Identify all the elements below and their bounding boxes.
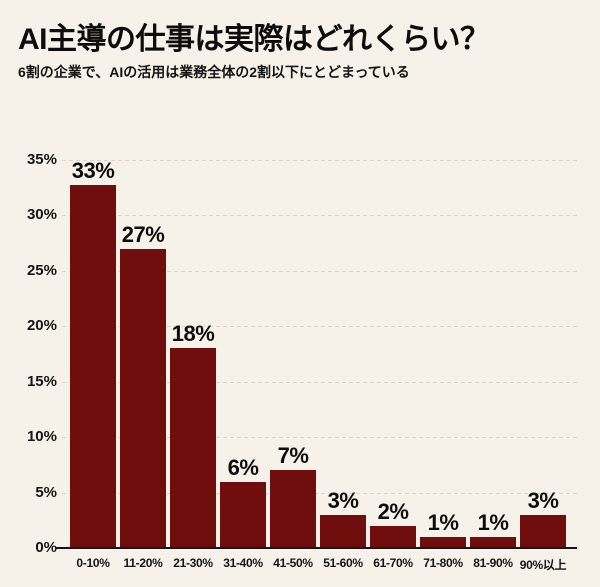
bar-value-label: 7% — [277, 443, 309, 469]
bar — [520, 514, 566, 548]
x-tick-label: 90%以上 — [519, 558, 567, 572]
bar — [420, 536, 466, 548]
bar-slot-31-40%: 6% 31-40% — [220, 160, 266, 570]
bar-value-label: 27% — [121, 221, 165, 247]
bar-slot-51-60%: 3% 51-60% — [320, 160, 366, 570]
gridline-35 — [62, 160, 577, 161]
bar-value-label: 3% — [327, 487, 359, 513]
x-tick-label: 81-90% — [473, 556, 513, 570]
x-tick-label: 41-50% — [273, 556, 313, 570]
bar — [470, 536, 516, 548]
bar — [120, 248, 166, 548]
bar-value-label: 1% — [427, 509, 459, 535]
x-tick-label: 71-80% — [423, 556, 463, 570]
bar-value-label: 18% — [171, 321, 215, 347]
x-tick-label: 11-20% — [123, 556, 163, 570]
bar — [370, 525, 416, 548]
y-tick-label-25%: 25% — [26, 261, 57, 279]
bar — [170, 348, 216, 548]
bar-slot-0-10%: 33% 0-10% — [70, 158, 116, 570]
y-tick-label-0%: 0% — [35, 539, 57, 556]
y-tick-label-30%: 30% — [26, 206, 57, 224]
page-title: AI主導の仕事は実際はどれくらい？ — [18, 23, 490, 56]
bar — [270, 470, 316, 548]
x-tick-label: 21-30% — [173, 556, 213, 570]
gridline-25 — [62, 270, 577, 272]
x-tick-label: 31-40% — [223, 556, 263, 570]
x-tick-label: 51-60% — [323, 556, 363, 570]
y-axis-labels: 0% 5% 10% 15% 20% 25% 30% 35% — [0, 151, 57, 556]
bar-value-label: 33% — [71, 158, 115, 183]
gridline-15 — [62, 381, 577, 383]
bar-slot-21-30%: 18% 21-30% — [170, 160, 216, 570]
y-tick-label-10%: 10% — [26, 428, 57, 446]
y-tick-label-20%: 20% — [26, 317, 57, 335]
gridline-10 — [62, 437, 577, 439]
bar-value-label: 1% — [477, 509, 509, 535]
y-tick-label-15%: 15% — [26, 372, 57, 390]
bar — [70, 185, 116, 548]
bar — [220, 481, 266, 548]
gridline-30 — [62, 215, 577, 217]
y-tick-label-5%: 5% — [35, 483, 57, 501]
x-tick-label: 61-70% — [373, 556, 413, 570]
bar — [320, 514, 366, 548]
bar-slot-81-90%: 1% 81-90% — [470, 160, 516, 570]
page-subtitle: 6割の企業で、AIの活用は業務全体の2割以下にとどまっている — [18, 64, 410, 80]
gridline-5 — [62, 492, 577, 494]
bar-value-label: 2% — [377, 498, 409, 524]
x-tick-label: 0-10% — [76, 556, 110, 570]
bar-slot-41-50%: 7% 41-50% — [270, 160, 316, 570]
bar-value-label: 6% — [227, 454, 259, 480]
bar-slot-90%以上: 3% 90%以上 — [520, 160, 567, 572]
bar-slot-61-70%: 2% 61-70% — [370, 160, 416, 570]
gridline-20 — [62, 326, 577, 328]
bar-slot-11-20%: 27% 11-20% — [120, 160, 166, 570]
y-tick-label-35%: 35% — [26, 151, 57, 168]
bars-row: 33% 0-10% 27% 11-20% 18% 21-30% 6% 31-40% 7% 41-5… — [62, 158, 577, 572]
bar-slot-71-80%: 1% 71-80% — [420, 160, 466, 570]
x-axis-line — [56, 547, 577, 549]
bar-value-label: 3% — [527, 487, 559, 513]
plot-area: 33% 0-10% 27% 11-20% 18% 21-30% 6% 31-40% 7% 41-5… — [62, 158, 577, 572]
